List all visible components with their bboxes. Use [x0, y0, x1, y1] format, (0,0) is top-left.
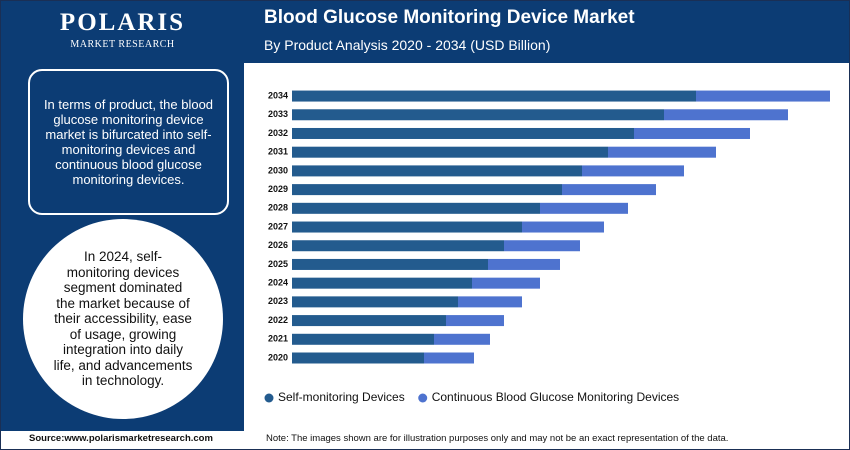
bar-segment [292, 296, 458, 308]
bar-segment [488, 258, 560, 270]
bar-segment [292, 240, 504, 252]
bar-segment [292, 221, 522, 233]
y-tick-label: 2026 [268, 240, 288, 250]
highlight-text: In 2024, self-monitoring devices segment… [53, 249, 193, 389]
y-tick-label: 2031 [268, 147, 288, 157]
bar-segment [562, 184, 656, 196]
y-tick-label: 2020 [268, 352, 288, 362]
y-tick-label: 2023 [268, 296, 288, 306]
note: Note: The images shown are for illustrat… [266, 433, 729, 444]
bar-segment [292, 109, 664, 121]
summary-box: In terms of product, the blood glucose m… [28, 69, 229, 215]
chart-subtitle: By Product Analysis 2020 - 2034 (USD Bil… [264, 37, 551, 53]
bar-segment [458, 296, 522, 308]
side-panel: POLARIS MARKET RESEARCH In terms of prod… [1, 1, 244, 431]
source: Source:www.polarismarketresearch.com [29, 433, 213, 444]
header: Blood Glucose Monitoring Device Market B… [244, 1, 849, 63]
y-tick-label: 2029 [268, 184, 288, 194]
bar-segment [540, 202, 628, 214]
bar-segment [292, 352, 424, 364]
bar-segment [292, 202, 540, 214]
bar-segment [664, 109, 788, 121]
legend-swatch [264, 393, 274, 403]
y-tick-label: 2025 [268, 259, 288, 269]
legend-label: Continuous Blood Glucose Monitoring Devi… [432, 390, 679, 404]
bar-segment [424, 352, 474, 364]
bar-segment [634, 127, 750, 139]
bar-segment [292, 184, 562, 196]
bar-segment [446, 315, 504, 327]
bar-segment [292, 146, 608, 158]
bar-segment [504, 240, 580, 252]
legend-swatch [418, 393, 428, 403]
y-tick-label: 2028 [268, 203, 288, 213]
bar-segment [292, 315, 446, 327]
y-tick-label: 2034 [268, 90, 288, 100]
bar-segment [292, 90, 696, 102]
bar-segment [292, 165, 582, 177]
y-tick-label: 2027 [268, 221, 288, 231]
y-tick-label: 2030 [268, 165, 288, 175]
bar-segment [292, 277, 472, 289]
y-tick-label: 2032 [268, 128, 288, 138]
summary-text: In terms of product, the blood glucose m… [43, 97, 214, 187]
y-tick-label: 2033 [268, 109, 288, 119]
y-tick-label: 2022 [268, 315, 288, 325]
y-tick-label: 2024 [268, 278, 288, 288]
bar-segment [522, 221, 604, 233]
bar-segment [434, 333, 490, 345]
bar-segment [292, 333, 434, 345]
bar-segment [582, 165, 684, 177]
bar-segment [292, 127, 634, 139]
bar-segment [696, 90, 830, 102]
bar-segment [292, 258, 488, 270]
chart-title: Blood Glucose Monitoring Device Market [264, 7, 635, 28]
logo: POLARIS [59, 9, 186, 36]
legend-label: Self-monitoring Devices [278, 390, 405, 404]
logo-tagline: MARKET RESEARCH [70, 39, 175, 50]
bar-segment [608, 146, 716, 158]
y-tick-label: 2021 [268, 334, 288, 344]
bar-segment [472, 277, 540, 289]
highlight-circle: In 2024, self-monitoring devices segment… [23, 219, 223, 419]
